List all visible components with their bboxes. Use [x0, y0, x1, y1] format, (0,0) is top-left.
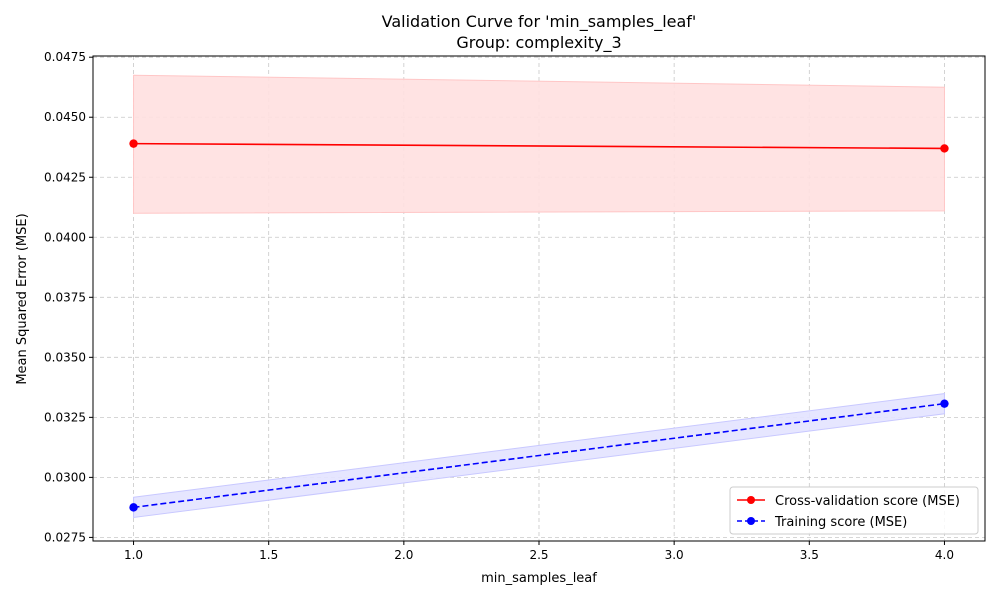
- legend-box: [729, 486, 979, 535]
- legend: Cross-validation score (MSE) Training sc…: [729, 486, 979, 535]
- point-training: [129, 503, 138, 512]
- x-tick-label: 4.0: [935, 548, 954, 562]
- point-cv: [129, 139, 138, 148]
- y-axis-ticks: 0.0275 0.0300 0.0325 0.0350 0.0375 0.0400 0.04…: [44, 50, 93, 544]
- y-tick-label: 0.0350: [44, 350, 86, 364]
- legend-label-cv: Cross-validation score (MSE): [775, 494, 960, 509]
- legend-label-training: Training score (MSE): [774, 515, 907, 530]
- legend-marker-training: [747, 517, 755, 525]
- y-tick-label: 0.0450: [44, 110, 86, 124]
- plot-area: 1.0 1.5 2.0 2.5 3.0 3.5 4.0 0.0275 0.0300 0.0325…: [44, 50, 986, 562]
- y-tick-label: 0.0300: [44, 470, 86, 484]
- y-tick-label: 0.0275: [44, 530, 86, 544]
- x-axis-ticks: 1.0 1.5 2.0 2.5 3.0 3.5 4.0: [124, 541, 954, 562]
- y-tick-label: 0.0325: [44, 410, 86, 424]
- line-training: [133, 402, 945, 509]
- legend-marker-cv: [747, 496, 755, 504]
- point-cv: [940, 144, 949, 153]
- chart-title: Validation Curve for 'min_samples_leaf': [382, 12, 697, 32]
- chart-subtitle: Group: complexity_3: [456, 33, 621, 53]
- x-tick-label: 3.0: [665, 548, 684, 562]
- series-markers: [129, 139, 949, 512]
- x-tick-label: 1.0: [124, 548, 143, 562]
- point-training: [940, 399, 949, 408]
- x-axis-label: min_samples_leaf: [481, 571, 597, 586]
- y-tick-label: 0.0375: [44, 290, 86, 304]
- line-cv: [133, 142, 945, 150]
- band-cv: [133, 74, 945, 214]
- y-axis-label: Mean Squared Error (MSE): [15, 213, 30, 384]
- x-tick-label: 1.5: [259, 548, 278, 562]
- chart-title-group: Validation Curve for 'min_samples_leaf' …: [382, 12, 697, 53]
- x-tick-label: 3.5: [800, 548, 819, 562]
- x-tick-label: 2.5: [529, 548, 548, 562]
- y-tick-label: 0.0475: [44, 50, 86, 64]
- y-tick-label: 0.0425: [44, 170, 86, 184]
- series-lines: [133, 142, 945, 509]
- y-tick-label: 0.0400: [44, 230, 86, 244]
- x-tick-label: 2.0: [394, 548, 413, 562]
